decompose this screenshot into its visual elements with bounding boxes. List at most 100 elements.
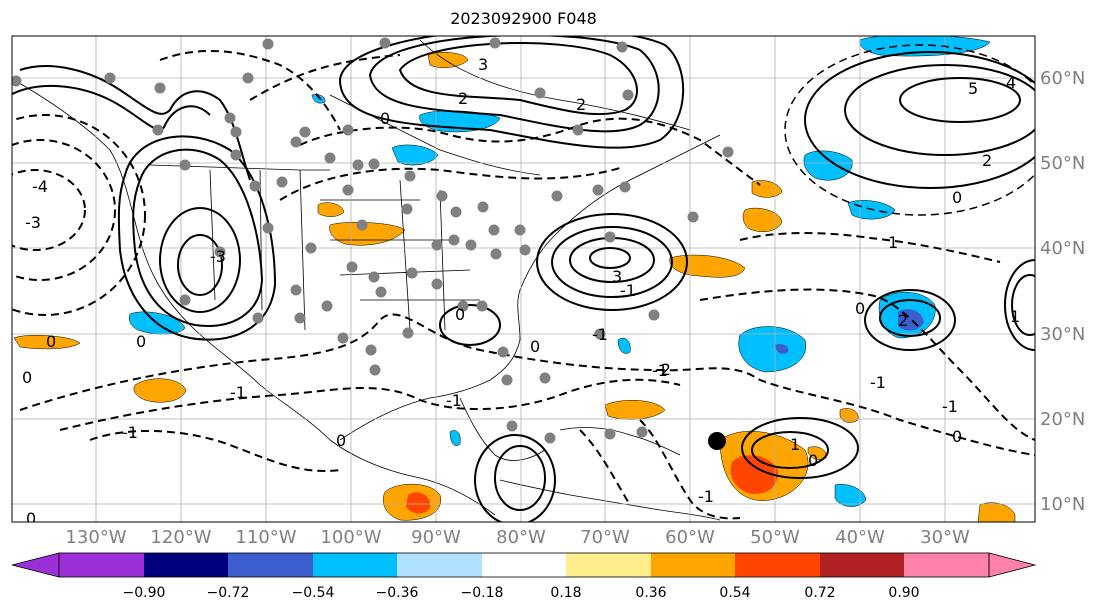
lat-label: 60°N [1040, 68, 1085, 89]
colorbar-bin [397, 553, 482, 577]
colorbar-bin [904, 553, 989, 577]
contour-dashed [699, 288, 1035, 441]
orange-fill [669, 254, 746, 278]
contour-label: 2 [458, 89, 468, 108]
contour-label: 1 [1010, 307, 1020, 326]
colorbar-frame [58, 552, 990, 578]
lon-label: 80°W [496, 527, 546, 548]
colorbar-tick-label: 0.18 [550, 585, 581, 601]
orange-fill [977, 502, 1016, 522]
blue-fill [859, 36, 991, 57]
latitude-labels: 60°N 50°N 40°N 30°N 20°N 10°N [1040, 68, 1085, 515]
contour-dashed [12, 114, 146, 316]
lat-label: 50°N [1040, 153, 1085, 174]
map-background [12, 36, 1035, 522]
blue-fill [449, 430, 461, 446]
colorbar-high-extend [988, 552, 1037, 578]
contour-label: 2 [898, 311, 908, 330]
lon-label: 70°W [580, 527, 630, 548]
contour-label: -1 [870, 373, 886, 392]
colorbar-bin [59, 553, 144, 577]
contour-dashed [59, 378, 681, 431]
contour-dashed [739, 232, 1001, 263]
lat-label: 10°N [1040, 494, 1085, 515]
colorbar-tick-label: 0.90 [888, 585, 919, 601]
contour-label-layer: -4 -3 -3 3 3 2 2 0 2 5 4 0 -1 -2 0 1 -1 … [22, 55, 1020, 522]
contour-solid [474, 434, 556, 522]
colorbar-bin [313, 553, 397, 577]
blue-fill [738, 326, 807, 373]
lat-label: 20°N [1040, 409, 1085, 430]
colorbar-tick-label: 0.36 [635, 585, 666, 601]
orange-fill [742, 207, 783, 233]
colorbar-tick-label: −0.54 [292, 585, 335, 601]
contour-label: 2 [576, 95, 586, 114]
lon-label: 120°W [150, 527, 211, 548]
colorbar-low-extend [11, 552, 60, 578]
contour-solid [864, 289, 956, 351]
contour-solid [804, 51, 1035, 189]
colorbar-bin [144, 553, 228, 577]
contour-solid [751, 431, 829, 469]
contour-solid [589, 247, 631, 269]
contour-label: -1 [446, 391, 462, 410]
colorbar-bin [566, 553, 651, 577]
lon-label: 100°W [320, 527, 381, 548]
orange-fill [329, 222, 406, 246]
lat-label: 30°N [1040, 324, 1085, 345]
contour-solid [177, 234, 223, 296]
blue-fill [834, 484, 867, 507]
contour-label: -1 [698, 487, 714, 506]
colorbar-bin [735, 553, 820, 577]
contour-label: 0 [855, 299, 865, 318]
colorbar [11, 552, 1037, 578]
colorbar-bin [228, 553, 313, 577]
contour-solid [439, 304, 501, 346]
colorbar-tick-label: −0.36 [376, 585, 419, 601]
contour-label: 0 [952, 427, 962, 446]
contour-label: 0 [136, 332, 146, 351]
contour-solid [12, 85, 211, 131]
contour-label: -1 [230, 383, 246, 402]
colorbar-ticks: −0.90 −0.72 −0.54 −0.36 −0.18 0.18 0.36 … [123, 585, 920, 601]
contour-label: 0 [22, 368, 32, 387]
contour-solid [879, 299, 941, 337]
contour-label: -1 [592, 325, 608, 344]
contour-solid [1011, 274, 1035, 336]
contour-solid [1004, 259, 1035, 351]
contour-dashed [279, 167, 621, 201]
colorbar-tick-label: 0.54 [719, 585, 750, 601]
colorbar-bin [482, 553, 566, 577]
contour-dashed [249, 54, 401, 101]
contour-label: 0 [380, 109, 390, 128]
contour-label: 0 [808, 451, 818, 470]
contour-label: -1 [620, 281, 636, 300]
lon-label: 60°W [665, 527, 715, 548]
contour-label: 1 [888, 233, 898, 252]
contour-label: 4 [1006, 73, 1016, 92]
contour-label: -3 [25, 213, 41, 232]
contour-solid [132, 148, 264, 327]
lon-label: 30°W [920, 527, 970, 548]
contour-dashed [299, 117, 761, 186]
contour-solid [368, 36, 660, 133]
contour-solid [159, 207, 241, 313]
orange-fill [807, 446, 827, 460]
map-frame [11, 35, 1036, 523]
blue-fill [391, 144, 439, 166]
blue-fill [617, 337, 631, 354]
lat-label: 40°N [1040, 238, 1085, 259]
purple-fill [775, 343, 789, 354]
contour-dashed [639, 419, 741, 520]
contour-label: 1 [790, 435, 800, 454]
contour-solid [899, 77, 1021, 123]
lon-label: 110°W [235, 527, 296, 548]
lon-label: 130°W [65, 527, 126, 548]
map-title: 2023092900 F048 [450, 9, 597, 28]
contour-label: -1 [122, 423, 138, 442]
contour-layer [12, 36, 1035, 522]
longitude-labels: 130°W 120°W 110°W 100°W 90°W 80°W 70°W 6… [65, 527, 970, 548]
contour-dashed [579, 429, 631, 506]
lon-label: 50°W [750, 527, 800, 548]
colorbar-bin [820, 553, 904, 577]
